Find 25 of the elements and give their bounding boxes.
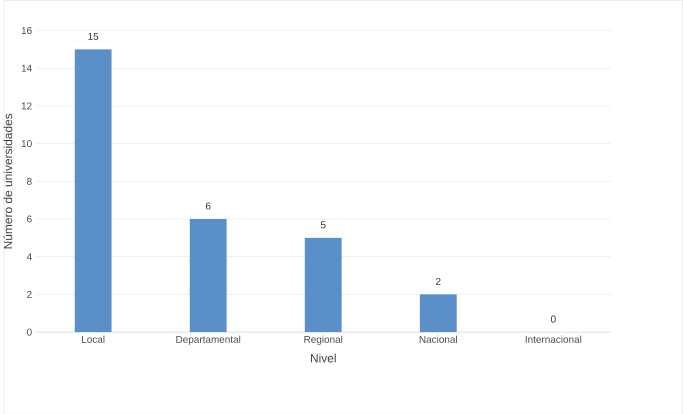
y-tick-label: 4 (26, 253, 32, 260)
y-tick-label: 2 (27, 290, 32, 298)
y-tick-label: 10 (22, 140, 32, 147)
x-axis-title: Nivel (310, 354, 336, 362)
bar (190, 218, 227, 332)
x-tick-label: Regional (304, 335, 342, 345)
y-tick-label: 6 (27, 215, 32, 222)
x-tick-label: Nacional (420, 335, 457, 343)
data-label: 6 (206, 202, 211, 210)
data-label: 0 (550, 315, 556, 322)
y-tick-label: 8 (27, 178, 32, 185)
y-axis-title: Número de universidades (3, 114, 12, 248)
bar (304, 238, 342, 332)
x-tick-label: Internacional (526, 335, 582, 343)
y-tick-label: 16 (22, 26, 32, 34)
data-label: 15 (88, 32, 98, 40)
y-tick-label: 12 (22, 102, 32, 110)
y-tick-label: 0 (26, 328, 32, 336)
y-tick-label: 14 (22, 64, 32, 72)
x-tick-label: Departamental (176, 335, 240, 345)
bar (74, 49, 112, 332)
data-label: 5 (320, 221, 326, 228)
bar (420, 294, 457, 332)
data-label: 2 (436, 278, 441, 285)
x-tick-label: Local (82, 335, 104, 343)
